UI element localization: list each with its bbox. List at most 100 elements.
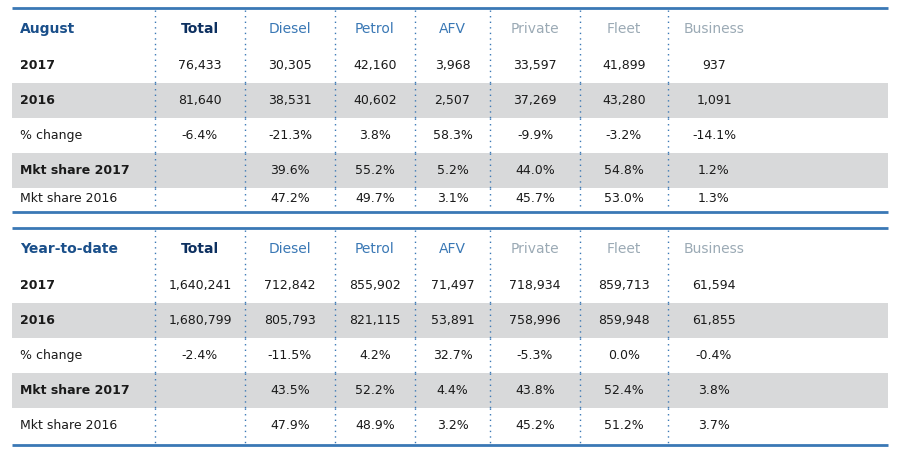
Text: 61,855: 61,855: [692, 314, 736, 327]
Text: Mkt share 2017: Mkt share 2017: [20, 164, 130, 177]
Text: 3,968: 3,968: [435, 59, 471, 72]
Text: 58.3%: 58.3%: [433, 129, 472, 142]
Text: 42,160: 42,160: [353, 59, 397, 72]
Text: Year-to-date: Year-to-date: [20, 242, 118, 256]
Text: 855,902: 855,902: [349, 279, 400, 292]
Text: 2016: 2016: [20, 314, 55, 327]
Text: 3.8%: 3.8%: [359, 129, 391, 142]
Text: 54.8%: 54.8%: [604, 164, 644, 177]
Text: -2.4%: -2.4%: [182, 349, 218, 362]
Text: 821,115: 821,115: [349, 314, 400, 327]
Text: Private: Private: [510, 22, 559, 36]
Text: Diesel: Diesel: [269, 242, 311, 256]
Bar: [12, 338, 888, 373]
Text: 43.5%: 43.5%: [270, 384, 310, 397]
Bar: [12, 83, 888, 118]
Text: 41,899: 41,899: [602, 59, 646, 72]
Text: Total: Total: [181, 242, 219, 256]
Text: 37,269: 37,269: [513, 94, 557, 107]
Text: 3.7%: 3.7%: [698, 419, 730, 432]
Text: 53.0%: 53.0%: [604, 193, 644, 206]
Text: 1.3%: 1.3%: [698, 193, 730, 206]
Text: 33,597: 33,597: [513, 59, 557, 72]
Text: 1,680,799: 1,680,799: [168, 314, 232, 327]
Text: AFV: AFV: [439, 22, 466, 36]
Text: 55.2%: 55.2%: [356, 164, 395, 177]
Text: Fleet: Fleet: [607, 22, 641, 36]
Text: Mkt share 2017: Mkt share 2017: [20, 384, 130, 397]
Text: 48.9%: 48.9%: [356, 419, 395, 432]
Text: 38,531: 38,531: [268, 94, 311, 107]
Text: AFV: AFV: [439, 242, 466, 256]
Text: 53,891: 53,891: [431, 314, 474, 327]
Text: 49.7%: 49.7%: [356, 193, 395, 206]
Text: -0.4%: -0.4%: [696, 349, 733, 362]
Bar: [12, 230, 888, 268]
Text: 40,602: 40,602: [353, 94, 397, 107]
Text: -5.3%: -5.3%: [517, 349, 554, 362]
Text: 4.4%: 4.4%: [436, 384, 468, 397]
Text: 52.2%: 52.2%: [356, 384, 395, 397]
Text: 52.4%: 52.4%: [604, 384, 644, 397]
Text: 32.7%: 32.7%: [433, 349, 472, 362]
Text: -14.1%: -14.1%: [692, 129, 736, 142]
Text: 30,305: 30,305: [268, 59, 312, 72]
Text: Private: Private: [510, 242, 559, 256]
Text: -9.9%: -9.9%: [517, 129, 554, 142]
Text: Total: Total: [181, 22, 219, 36]
Text: Mkt share 2016: Mkt share 2016: [20, 419, 117, 432]
Text: 712,842: 712,842: [265, 279, 316, 292]
Text: 859,948: 859,948: [598, 314, 650, 327]
Text: 2017: 2017: [20, 279, 55, 292]
Text: 43,280: 43,280: [602, 94, 646, 107]
Text: 3.8%: 3.8%: [698, 384, 730, 397]
Bar: [12, 118, 888, 153]
Text: -11.5%: -11.5%: [268, 349, 312, 362]
Bar: [12, 373, 888, 408]
Text: 39.6%: 39.6%: [270, 164, 310, 177]
Text: 2016: 2016: [20, 94, 55, 107]
Text: 2,507: 2,507: [435, 94, 471, 107]
Text: 1,091: 1,091: [697, 94, 732, 107]
Text: 43.8%: 43.8%: [515, 384, 555, 397]
Bar: [12, 153, 888, 188]
Text: 937: 937: [702, 59, 726, 72]
Text: 2017: 2017: [20, 59, 55, 72]
Text: 51.2%: 51.2%: [604, 419, 644, 432]
Text: 81,640: 81,640: [178, 94, 221, 107]
Text: 805,793: 805,793: [264, 314, 316, 327]
Text: 76,433: 76,433: [178, 59, 221, 72]
Text: Diesel: Diesel: [269, 22, 311, 36]
Text: Mkt share 2016: Mkt share 2016: [20, 193, 117, 206]
Text: % change: % change: [20, 129, 82, 142]
Text: -3.2%: -3.2%: [606, 129, 642, 142]
Text: August: August: [20, 22, 76, 36]
Text: 45.7%: 45.7%: [515, 193, 555, 206]
Bar: [12, 10, 888, 48]
Text: 3.2%: 3.2%: [436, 419, 468, 432]
Text: % change: % change: [20, 349, 82, 362]
Text: 45.2%: 45.2%: [515, 419, 555, 432]
Bar: [12, 188, 888, 210]
Text: Business: Business: [684, 242, 744, 256]
Text: 758,996: 758,996: [509, 314, 561, 327]
Text: 5.2%: 5.2%: [436, 164, 468, 177]
Bar: [12, 48, 888, 83]
Text: 47.9%: 47.9%: [270, 419, 310, 432]
Text: 4.2%: 4.2%: [359, 349, 391, 362]
Bar: [12, 303, 888, 338]
Text: 1.2%: 1.2%: [698, 164, 730, 177]
Text: 3.1%: 3.1%: [436, 193, 468, 206]
Bar: [12, 408, 888, 443]
Text: -6.4%: -6.4%: [182, 129, 218, 142]
Text: 718,934: 718,934: [509, 279, 561, 292]
Text: 0.0%: 0.0%: [608, 349, 640, 362]
Text: 1,640,241: 1,640,241: [168, 279, 231, 292]
Text: 71,497: 71,497: [431, 279, 474, 292]
Text: 859,713: 859,713: [598, 279, 650, 292]
Text: Business: Business: [684, 22, 744, 36]
Text: -21.3%: -21.3%: [268, 129, 312, 142]
Text: 47.2%: 47.2%: [270, 193, 310, 206]
Text: Petrol: Petrol: [356, 242, 395, 256]
Text: Fleet: Fleet: [607, 242, 641, 256]
